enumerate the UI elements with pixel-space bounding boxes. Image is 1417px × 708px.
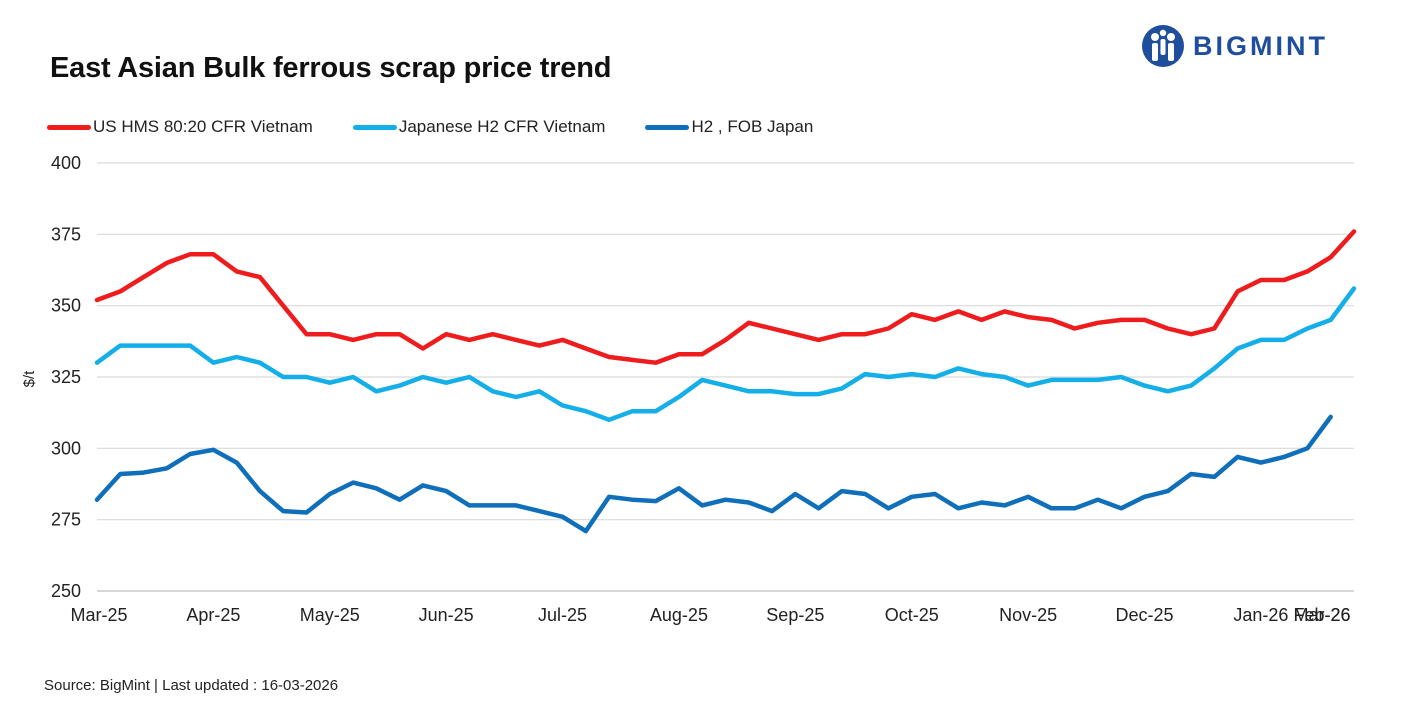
y-tick-label: 375 <box>51 224 81 244</box>
x-tick-label: Aug-25 <box>650 605 708 625</box>
x-tick-label: Mar-25 <box>70 605 127 625</box>
legend-item-us-hms: US HMS 80:20 CFR Vietnam <box>47 117 313 137</box>
x-tick-label: Mar-26 <box>1293 605 1350 625</box>
legend-label-japanese-h2-cfr: Japanese H2 CFR Vietnam <box>398 117 606 136</box>
source-note: Source: BigMint | Last updated : 16-03-2… <box>44 677 339 694</box>
x-tick-label: Dec-25 <box>1115 605 1173 625</box>
bigmint-logo: BIGMINT <box>1141 24 1328 68</box>
x-tick-label: Jan-26 <box>1233 605 1288 625</box>
legend-swatch-h2-fob <box>645 124 690 130</box>
x-tick-label: May-25 <box>300 605 360 625</box>
series-line-1 <box>94 286 1357 423</box>
legend-swatch-us-hms <box>47 124 91 130</box>
y-tick-label: 250 <box>51 581 81 601</box>
x-tick-label: Sep-25 <box>766 605 824 625</box>
y-tick-label: 400 <box>51 153 81 173</box>
legend-label-h2-fob: H2 , FOB Japan <box>691 117 814 136</box>
x-tick-label: Feb-26 <box>1293 605 1350 625</box>
legend-item-h2-fob: H2 , FOB Japan <box>645 117 813 137</box>
series-line-2 <box>94 414 1333 534</box>
x-tick-label: Jun-25 <box>419 605 474 625</box>
y-tick-label: 325 <box>51 367 81 387</box>
x-tick-label: Apr-25 <box>186 605 240 625</box>
y-tick-label: 350 <box>51 296 81 316</box>
chart-title: East Asian Bulk ferrous scrap price tren… <box>50 52 612 84</box>
x-tick-label: Jul-25 <box>538 605 587 625</box>
y-tick-label: 300 <box>51 438 81 458</box>
legend-item-japanese-h2-cfr: Japanese H2 CFR Vietnam <box>352 117 606 137</box>
series-line-0 <box>94 229 1357 365</box>
legend-swatch-japanese-h2-cfr <box>352 124 397 130</box>
chart-legend: US HMS 80:20 CFR Vietnam Japanese H2 CFR… <box>47 117 853 137</box>
brand-name: BIGMINT <box>1193 30 1328 61</box>
x-tick-label: Nov-25 <box>999 605 1057 625</box>
y-tick-label: 275 <box>51 510 81 530</box>
legend-label-us-hms: US HMS 80:20 CFR Vietnam <box>93 117 313 136</box>
x-tick-label: Oct-25 <box>885 605 939 625</box>
bigmint-people-icon <box>1142 25 1184 67</box>
y-axis-label: $/t <box>21 370 38 388</box>
